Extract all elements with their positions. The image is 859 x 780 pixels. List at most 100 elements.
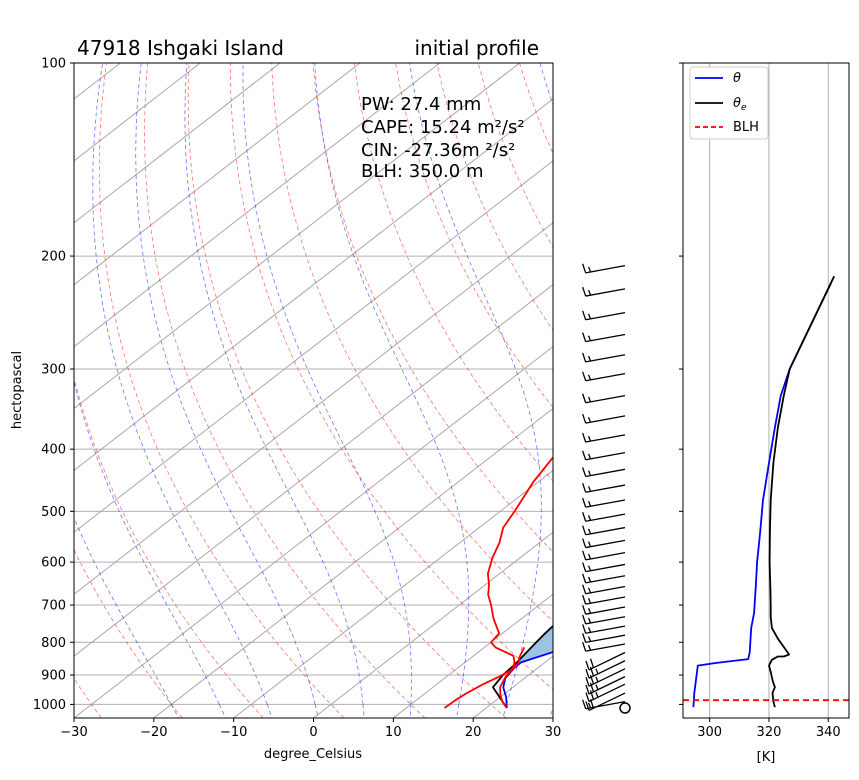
x-tick-label: 30 (545, 725, 562, 740)
moist-adiabat (314, 63, 470, 718)
moist-adiabat (184, 63, 365, 718)
barb-shaft (585, 606, 626, 615)
wind-barb (582, 641, 626, 652)
barb-flag (582, 562, 587, 572)
dry-adiabat (644, 63, 859, 718)
legend-theta-label: θ (733, 71, 741, 86)
moist-adiabat (74, 516, 179, 718)
theta-plot-frame (682, 62, 850, 719)
isotherm-line (74, 222, 553, 595)
x-tick-label: −20 (140, 725, 167, 740)
barb-flag (582, 352, 587, 363)
wind-barb (582, 393, 626, 404)
barb-shaft (585, 625, 626, 634)
barb-flag (582, 432, 587, 443)
theta_e-line (768, 275, 836, 708)
barb-shaft (585, 333, 626, 343)
barb-flag (582, 483, 587, 493)
mixing-ratio-line (517, 562, 645, 718)
barb-half-flag (587, 528, 592, 535)
chart-subtitle: initial profile (414, 36, 539, 60)
barb-shaft (585, 616, 626, 625)
barb-shaft (585, 596, 626, 605)
barb-flag (585, 660, 590, 671)
wind-barb (582, 525, 626, 536)
wind-barb (582, 332, 626, 343)
barb-shaft (585, 311, 626, 321)
dry-adiabat (74, 376, 264, 718)
barb-shaft (585, 575, 626, 584)
barb-half-flag (587, 289, 592, 296)
dry-adiabat (768, 63, 859, 718)
moist-adiabat (74, 380, 226, 718)
wind-barb (582, 371, 626, 382)
isotherm-line (393, 593, 553, 718)
barb-flag (582, 263, 587, 274)
barb-shaft (585, 513, 626, 522)
barb-flag (582, 310, 587, 320)
wind-barb (582, 483, 626, 493)
moist-adiabat (539, 63, 553, 718)
barb-flag (582, 699, 587, 709)
mixing-ratio-line (181, 562, 330, 718)
barb-half-flag (587, 313, 592, 320)
barb-half-flag (595, 692, 599, 698)
y-tick-label: 700 (41, 599, 66, 614)
barb-flag (582, 413, 587, 424)
y-tick-label: 400 (41, 443, 66, 458)
barb-half-flag (587, 576, 592, 583)
parcel-path-line (492, 624, 553, 709)
wind-barb (582, 497, 626, 508)
barb-flag (582, 633, 587, 643)
mixing-ratio-line (98, 562, 252, 718)
plot-area (74, 63, 859, 718)
wind-barb (582, 614, 626, 625)
dewpoint-line (443, 646, 526, 709)
theta-x-tick-label: 340 (816, 725, 841, 740)
stats-annotation: PW: 27.4 mm CAPE: 15.24 m²/s² CIN: -27.3… (361, 94, 525, 182)
legend-blh-label: BLH (733, 120, 759, 135)
x-tick-label: 20 (465, 725, 482, 740)
barb-shaft (585, 354, 626, 363)
barb-flag (582, 538, 587, 548)
wind-barb (582, 352, 626, 363)
barb-half-flag (587, 335, 592, 341)
isotherm-line (74, 98, 553, 472)
dry-adiabat (726, 63, 859, 718)
barb-shaft (585, 434, 626, 443)
dry-adiabat (187, 63, 507, 718)
barb-half-flag (587, 608, 592, 614)
barb-flag (582, 573, 587, 584)
annotation-blh: BLH: 350.0 m (361, 161, 483, 182)
wind-barb (585, 676, 626, 695)
wind-barb (582, 432, 626, 443)
isotherm-line (74, 63, 281, 224)
isotherm-line (74, 63, 441, 348)
barb-half-flag (587, 374, 592, 381)
barb-flag (585, 701, 590, 711)
barb-shaft (585, 634, 626, 643)
barb-half-flag (587, 435, 592, 442)
barb-shaft (585, 265, 626, 274)
barb-half-flag (587, 617, 592, 624)
y-tick-label: 300 (41, 363, 66, 378)
isotherm-line (74, 63, 201, 162)
barb-flag (585, 676, 590, 687)
barb-flag (585, 668, 590, 679)
isotherm-line (233, 469, 553, 718)
x-tick-label: 10 (385, 725, 402, 740)
isotherm-line (552, 717, 553, 718)
y-tick-label: 200 (41, 250, 66, 265)
environment-line (502, 651, 553, 709)
barb-flag (585, 692, 590, 702)
isotherm-line (153, 407, 553, 718)
wind-barb (582, 450, 626, 461)
wind-barb (582, 512, 626, 522)
barb-half-flag (587, 416, 592, 423)
barb-shaft (585, 526, 626, 536)
barb-half-flag (587, 453, 592, 460)
wind-barb (585, 651, 626, 671)
legend: θ θe BLH (689, 66, 769, 140)
temperature-line (487, 455, 553, 709)
